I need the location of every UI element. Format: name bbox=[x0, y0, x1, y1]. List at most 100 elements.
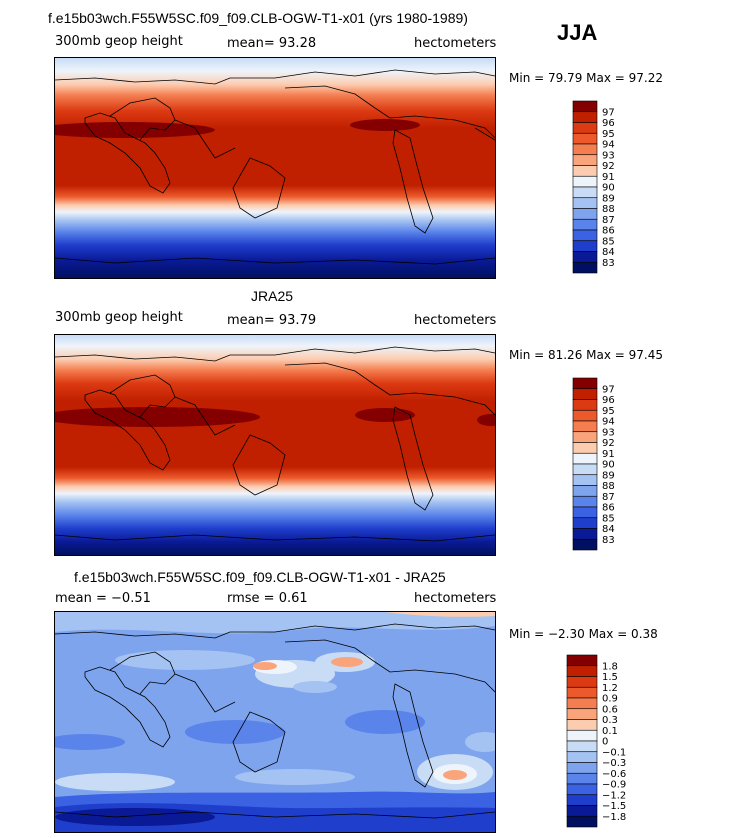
panel-1-colorbar-label: 93 bbox=[602, 150, 615, 161]
panel-2-colorbar-label: 83 bbox=[602, 535, 615, 546]
panel-3-colorbar-box bbox=[566, 783, 598, 796]
panel-1-colorbar-box bbox=[572, 165, 598, 177]
panel-1-colorbar: 97 96 95 94 93 92 91 90 89 88 87 86 85 84 83 bbox=[572, 100, 633, 274]
panel-1-colorbar-label: 97 bbox=[602, 107, 615, 118]
panel-3-colorbar-box bbox=[566, 676, 598, 688]
panel-2-colorbar-label: 95 bbox=[602, 406, 615, 417]
panel-2-colorbar-box bbox=[572, 538, 598, 551]
panel-2-colorbar-box bbox=[572, 442, 598, 454]
panel-3-colorbar-box bbox=[566, 719, 598, 731]
panel-2-colorbar-label: 85 bbox=[602, 513, 615, 524]
panel-3-colorbar-label: −0.3 bbox=[602, 758, 626, 769]
panel-2-colorbar-label: 97 bbox=[602, 384, 615, 395]
panel-2-colorbar-box bbox=[572, 388, 598, 400]
panel-3-rmse-label: rmse = 0.61 bbox=[227, 591, 308, 606]
panel-3-colorbar-label: −1.5 bbox=[602, 801, 626, 812]
panel-1-title: f.e15b03wch.F55W5SC.f09_f09.CLB-OGW-T1-x… bbox=[48, 10, 468, 26]
panel-2-colorbar-label: 93 bbox=[602, 427, 615, 438]
panel-1-colorbar-label: 88 bbox=[602, 204, 615, 215]
panel-2-colorbar-label: 91 bbox=[602, 449, 615, 460]
panel-3-colorbar-label: 0.6 bbox=[602, 704, 618, 715]
panel-2-colorbar-box bbox=[572, 528, 598, 540]
panel-1-colorbar-box bbox=[572, 218, 598, 231]
panel-1-minmax: Min = 79.79 Max = 97.22 bbox=[509, 71, 663, 85]
panel-1-colorbar-box bbox=[572, 132, 598, 145]
panel-2-field bbox=[55, 335, 495, 555]
panel-3-colorbar-box bbox=[566, 762, 598, 774]
panel-1-colorbar-box bbox=[572, 154, 598, 166]
panel-1-colorbar-box bbox=[572, 229, 598, 242]
panel-2-colorbar-label: 92 bbox=[602, 438, 615, 449]
panel-1-colorbar-label: 84 bbox=[602, 247, 615, 258]
panel-1-colorbar-box bbox=[572, 143, 598, 156]
panel-2-colorbar-box bbox=[572, 377, 598, 390]
panel-1-colorbar-label: 92 bbox=[602, 161, 615, 172]
panel-1-colorbar-box bbox=[572, 186, 598, 199]
panel-1-colorbar-box bbox=[572, 175, 598, 188]
panel-2-colorbar-label: 86 bbox=[602, 503, 615, 514]
panel-2-max-band-edge bbox=[477, 414, 495, 426]
panel-3-colorbar-box bbox=[566, 697, 598, 710]
panel-3-colorbar-label: −0.1 bbox=[602, 747, 626, 758]
panel-1-colorbar-box bbox=[572, 122, 598, 134]
panel-3-colorbar-label: 0 bbox=[602, 737, 608, 748]
season-label: JJA bbox=[557, 20, 598, 45]
panel-2-title: JRA25 bbox=[251, 288, 294, 304]
panel-2-colorbar-label: 94 bbox=[602, 417, 615, 428]
panel-3-colorbar-box bbox=[566, 794, 598, 806]
panel-3-colorbar-label: −1.8 bbox=[602, 812, 626, 823]
panel-1-colorbar-label: 85 bbox=[602, 236, 615, 247]
panel-2-max-band-east bbox=[355, 408, 415, 422]
panel-1-colorbar-label: 89 bbox=[602, 193, 615, 204]
panel-2-colorbar-box bbox=[572, 495, 598, 508]
panel-1-map bbox=[54, 57, 496, 279]
panel-3-colorbar-label: 0.9 bbox=[602, 694, 618, 705]
panel-2-colorbar-box bbox=[572, 474, 598, 486]
panel-1-colorbar-box bbox=[572, 100, 598, 113]
panel-1-colorbar-label: 91 bbox=[602, 172, 615, 183]
panel-2-colorbar-label: 84 bbox=[602, 524, 615, 535]
panel-2-colorbar-label: 88 bbox=[602, 481, 615, 492]
panel-1-mean-label: mean= 93.28 bbox=[227, 36, 317, 51]
panel-1-colorbar-label: 83 bbox=[602, 258, 615, 269]
panel-2-map bbox=[54, 334, 496, 556]
panel-3-colorbar-box bbox=[566, 654, 598, 667]
panel-3-colorbar-box bbox=[566, 665, 598, 677]
panel-3-minmax: Min = −2.30 Max = 0.38 bbox=[509, 627, 658, 641]
panel-2-colorbar-box bbox=[572, 452, 598, 465]
panel-3-colorbar-label: 1.5 bbox=[602, 672, 618, 683]
panel-2-colorbar-box bbox=[572, 409, 598, 422]
panel-1-colorbar-label: 95 bbox=[602, 129, 615, 140]
panel-2-colorbar-box bbox=[572, 463, 598, 476]
panel-2-max-band bbox=[55, 407, 260, 427]
panel-3-colorbar-box bbox=[566, 751, 598, 763]
panel-3-colorbar-box bbox=[566, 729, 598, 742]
panel-3-coastlines bbox=[55, 623, 495, 819]
panel-1-colorbar-box bbox=[572, 111, 598, 123]
panel-3-colorbar-box bbox=[566, 772, 598, 785]
panel-3-colorbar: 1.8 1.5 1.2 0.9 0.6 0.3 0.1 0 −0.1 −0.3 −0.6 −0.9 −1… bbox=[566, 654, 633, 828]
panel-3-colorbar-box bbox=[566, 805, 598, 817]
panel-2-colorbar-box bbox=[572, 431, 598, 443]
panel-1-colorbar-label: 94 bbox=[602, 140, 615, 151]
panel-1-colorbar-label: 87 bbox=[602, 215, 615, 226]
panel-2-mean-label: mean= 93.79 bbox=[227, 313, 317, 328]
panel-1-units-label: hectometers bbox=[414, 36, 497, 51]
panel-2-colorbar: 97 96 95 94 93 92 91 90 89 88 87 86 85 84 83 bbox=[572, 377, 633, 551]
panel-2-colorbar-label: 90 bbox=[602, 460, 615, 471]
panel-3-mean-label: mean = −0.51 bbox=[55, 591, 151, 606]
panel-3-colorbar-label: 1.8 bbox=[602, 661, 618, 672]
panel-2-colorbar-box bbox=[572, 399, 598, 411]
panel-1-field bbox=[55, 58, 495, 278]
panel-2-minmax: Min = 81.26 Max = 97.45 bbox=[509, 348, 663, 362]
panel-2-colorbar-box bbox=[572, 506, 598, 519]
panel-1-max-band bbox=[55, 122, 215, 138]
panel-3-colorbar-label: −0.9 bbox=[602, 780, 626, 791]
panel-2-colorbar-box bbox=[572, 517, 598, 529]
panel-3-contours bbox=[55, 612, 495, 832]
panel-2-colorbar-label: 96 bbox=[602, 395, 615, 406]
panel-2-colorbar-box bbox=[572, 420, 598, 433]
panel-3-colorbar-box bbox=[566, 686, 598, 699]
panel-1-colorbar-label: 96 bbox=[602, 118, 615, 129]
panel-1-colorbar-label: 86 bbox=[602, 226, 615, 237]
